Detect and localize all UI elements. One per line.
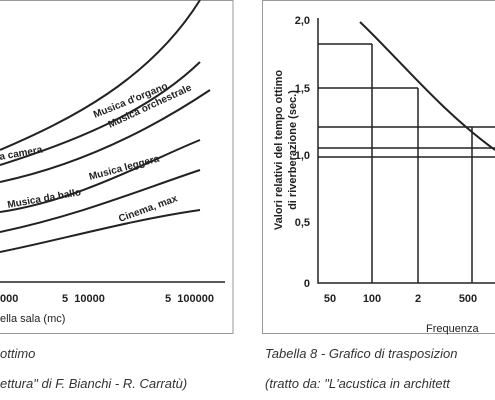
x-axis-label: Frequenza — [426, 323, 479, 335]
y-tick-label: 1,0 — [295, 150, 310, 162]
x-tick-label: 50 — [324, 293, 336, 305]
x-tick-label: 5 100000 — [165, 293, 214, 305]
y-tick-label: 0 — [304, 278, 310, 290]
right-frame — [262, 0, 495, 334]
y-tick-label: 2,0 — [295, 15, 310, 27]
left-curves — [0, 0, 211, 253]
x-tick-label: 100 — [363, 293, 381, 305]
caption: ottimo — [0, 346, 35, 361]
curve-label: Musica leggera — [88, 153, 161, 182]
caption: ettura" di F. Bianchi - R. Carratù) — [0, 376, 187, 391]
y-axis-label: di riverberazione (sec.) — [287, 90, 299, 210]
x-tick-label: 000 — [0, 293, 18, 305]
left-frame — [0, 0, 234, 334]
caption: Tabella 8 - Grafico di trasposizion — [265, 346, 457, 361]
y-tick-label: 0,5 — [295, 217, 310, 229]
x-tick-label: 5 10000 — [62, 293, 105, 305]
caption: (tratto da: "L'acustica in architett — [265, 376, 451, 391]
curve-label: Musica da ballo — [7, 187, 82, 211]
right-grid — [317, 18, 495, 284]
x-tick-label: 2 — [415, 293, 421, 305]
y-tick-label: 1,5 — [295, 83, 310, 95]
y-axis-label: Valori relativi del tempo ottimo — [273, 70, 285, 230]
x-tick-label: 500 — [459, 293, 477, 305]
x-axis-label: ella sala (mc) — [0, 313, 65, 325]
